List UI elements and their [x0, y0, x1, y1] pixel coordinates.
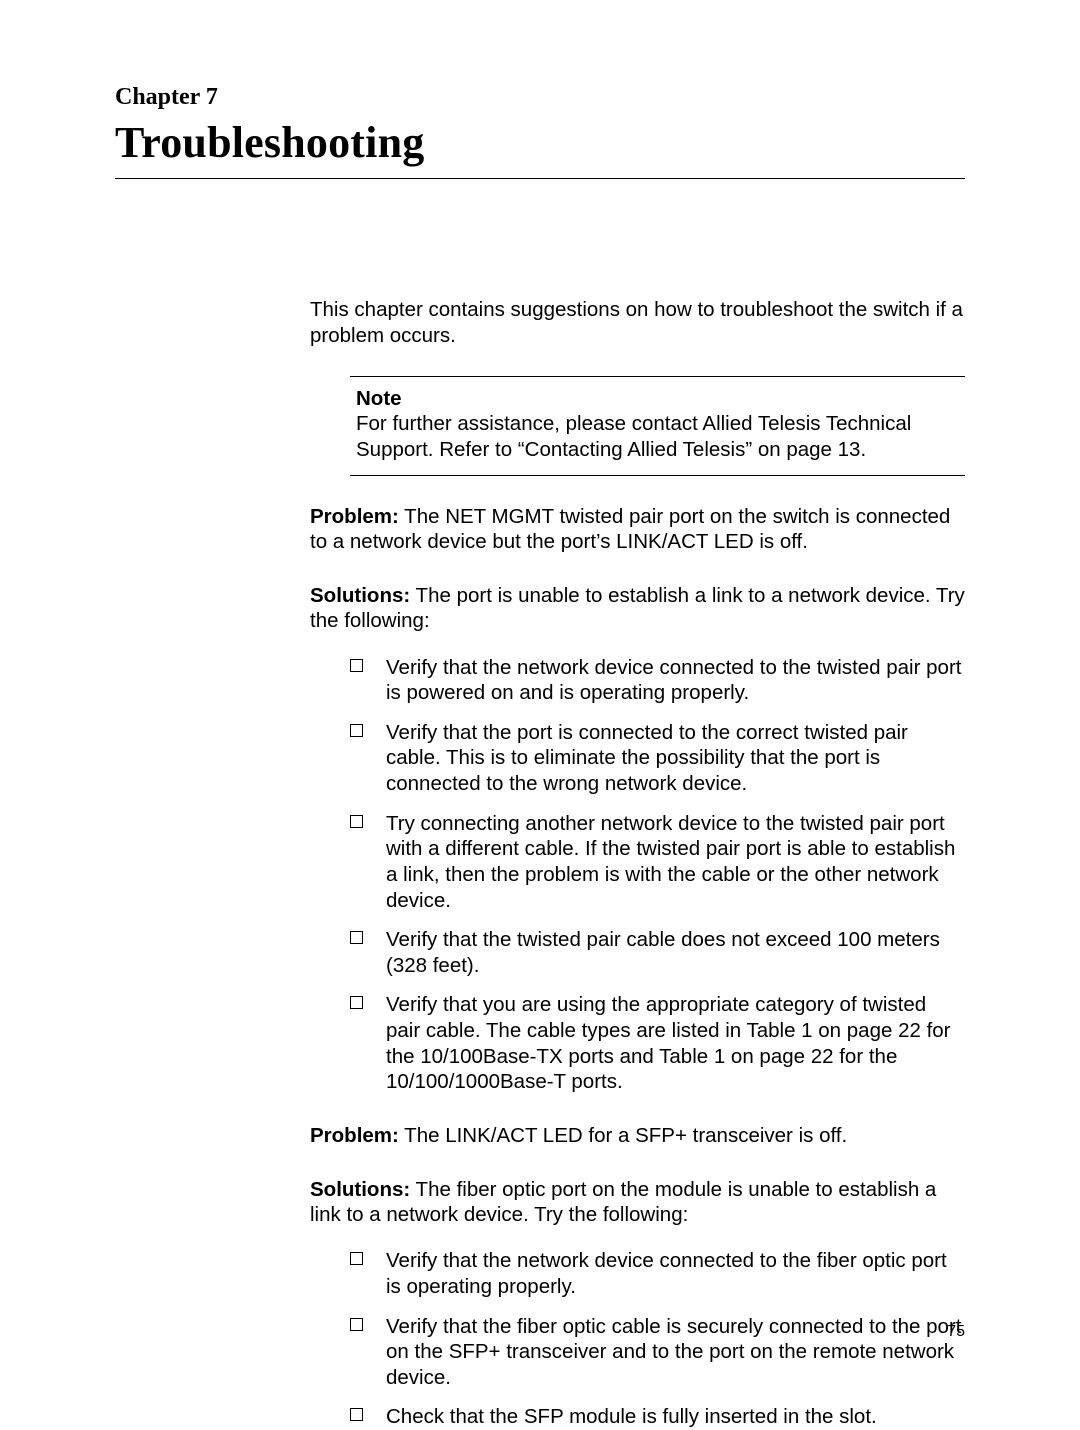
list-item-text: Verify that the twisted pair cable does …: [386, 928, 940, 977]
list-item-text: Verify that the network device connected…: [386, 1249, 947, 1298]
list-item-text: Verify that the fiber optic cable is sec…: [386, 1315, 961, 1389]
list-item-text: Verify that the port is connected to the…: [386, 721, 908, 795]
solutions-1: Solutions: The port is unable to establi…: [310, 583, 965, 634]
list-item: Check that the SFP module is fully inser…: [350, 1404, 965, 1430]
list-item-text: Verify that the network device connected…: [386, 656, 961, 705]
problem-1: Problem: The NET MGMT twisted pair port …: [310, 504, 965, 555]
body-column: This chapter contains suggestions on how…: [310, 297, 965, 1430]
header-rule: [115, 178, 965, 179]
problem-2: Problem: The LINK/ACT LED for a SFP+ tra…: [310, 1123, 965, 1149]
document-page: Chapter 7 Troubleshooting This chapter c…: [0, 0, 1080, 1397]
list-item: Verify that the fiber optic cable is sec…: [350, 1314, 965, 1391]
list-item: Try connecting another network device to…: [350, 811, 965, 914]
solutions-1-label: Solutions:: [310, 584, 410, 607]
solutions-2-list: Verify that the network device connected…: [310, 1248, 965, 1430]
square-bullet-icon: [350, 1408, 363, 1421]
problem-2-label: Problem:: [310, 1124, 399, 1147]
list-item: Verify that the port is connected to the…: [350, 720, 965, 797]
square-bullet-icon: [350, 1252, 363, 1265]
square-bullet-icon: [350, 815, 363, 828]
note-text: For further assistance, please contact A…: [356, 411, 959, 462]
page-header: Chapter 7 Troubleshooting: [115, 84, 965, 179]
square-bullet-icon: [350, 659, 363, 672]
note-heading: Note: [356, 387, 959, 411]
problem-1-label: Problem:: [310, 505, 399, 528]
solutions-1-list: Verify that the network device connected…: [310, 655, 965, 1095]
list-item: Verify that you are using the appropriat…: [350, 992, 965, 1095]
list-item: Verify that the network device connected…: [350, 1248, 965, 1299]
chapter-title: Troubleshooting: [115, 117, 965, 168]
list-item-text: Verify that you are using the appropriat…: [386, 993, 951, 1093]
square-bullet-icon: [350, 724, 363, 737]
list-item-text: Try connecting another network device to…: [386, 812, 955, 912]
solutions-2: Solutions: The fiber optic port on the m…: [310, 1177, 965, 1228]
page-number: 75: [947, 1323, 965, 1341]
intro-paragraph: This chapter contains suggestions on how…: [310, 297, 965, 348]
square-bullet-icon: [350, 996, 363, 1009]
chapter-label: Chapter 7: [115, 84, 965, 111]
problem-2-text: The LINK/ACT LED for a SFP+ transceiver …: [399, 1124, 847, 1147]
square-bullet-icon: [350, 1318, 363, 1331]
problem-1-text: The NET MGMT twisted pair port on the sw…: [310, 505, 950, 554]
solutions-2-label: Solutions:: [310, 1178, 410, 1201]
square-bullet-icon: [350, 931, 363, 944]
list-item-text: Check that the SFP module is fully inser…: [386, 1405, 877, 1428]
note-box: Note For further assistance, please cont…: [350, 376, 965, 475]
list-item: Verify that the twisted pair cable does …: [350, 927, 965, 978]
list-item: Verify that the network device connected…: [350, 655, 965, 706]
